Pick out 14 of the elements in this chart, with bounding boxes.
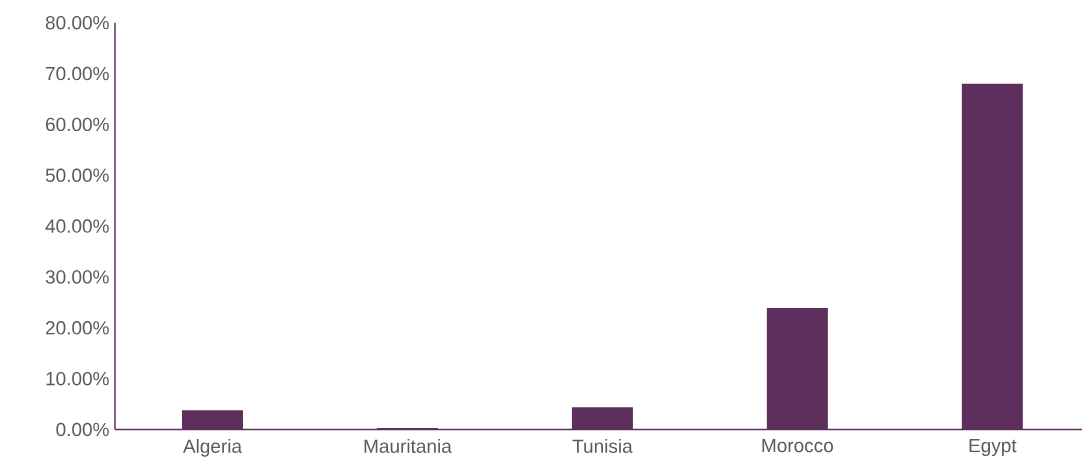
- y-tick-label: 40.00%: [45, 219, 109, 233]
- y-tick-label: 0.00%: [56, 422, 109, 437]
- x-tick-label: Tunisia: [572, 439, 633, 453]
- y-tick-label: 80.00%: [45, 15, 109, 30]
- x-tick-label: Egypt: [969, 439, 1017, 457]
- y-tick-label: 50.00%: [45, 168, 109, 182]
- x-tick-label: Algeria: [182, 439, 243, 457]
- y-tick-label: 10.00%: [46, 371, 109, 386]
- y-tick-label: 20.00%: [45, 321, 109, 335]
- x-tick-label: Morocco: [762, 439, 833, 453]
- x-tick-label: Mauritania: [364, 439, 452, 453]
- y-tick-label: 60.00%: [46, 117, 109, 132]
- y-tick-label: 70.00%: [46, 66, 109, 81]
- y-tick-label: 30.00%: [45, 270, 109, 284]
